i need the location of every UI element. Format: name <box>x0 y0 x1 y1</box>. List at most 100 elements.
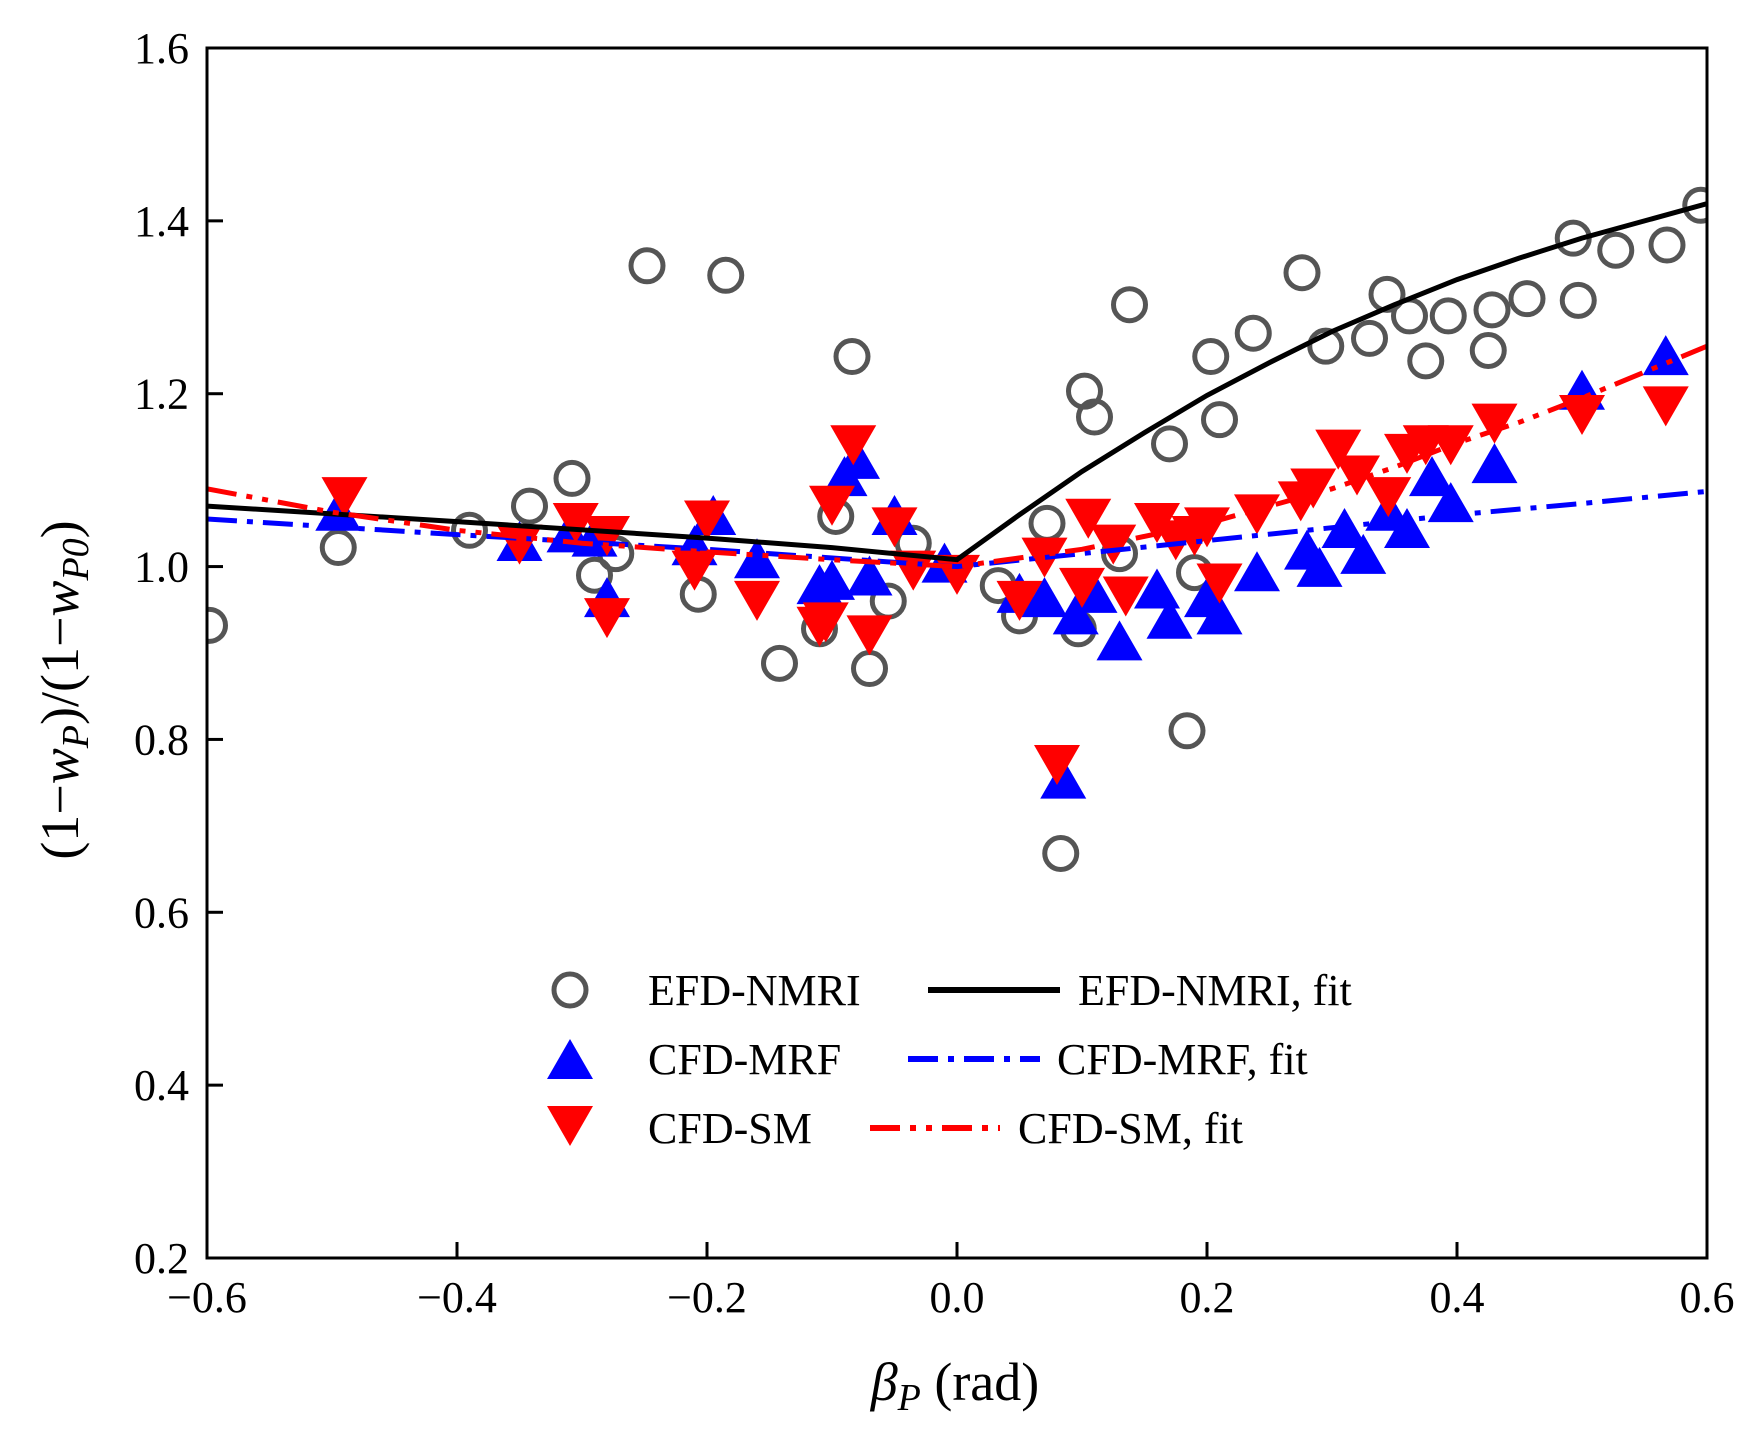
efd-nmri-point <box>1473 291 1511 329</box>
cfd-mrf-point <box>834 438 880 479</box>
x-tick-label: −0.6 <box>167 1273 247 1322</box>
cfd-mrf-point <box>1340 533 1387 574</box>
legend-label-mrf-fit: CFD-MRF, fit <box>1057 1035 1308 1084</box>
y-axis-title-part2: )/(1− <box>30 617 90 725</box>
legend-marker-efd <box>551 971 589 1009</box>
efd-nmri-point <box>576 556 613 594</box>
efd-nmri-point <box>1201 401 1238 439</box>
cfd-mrf-point <box>1296 546 1343 587</box>
legend-row-efd: EFD-NMRI EFD-NMRI, fit <box>551 966 1352 1015</box>
cfd-sm-point <box>552 503 599 544</box>
plot-frame <box>205 46 1709 1260</box>
efd-nmri-point <box>851 650 888 688</box>
efd-nmri-point <box>1508 280 1546 318</box>
efd-nmri-point <box>1307 327 1345 365</box>
cfd-sm-point <box>1315 429 1362 470</box>
cfd-mrf-point <box>1052 594 1099 635</box>
x-axis-title-symbol: β <box>870 1352 898 1412</box>
efd-nmri-fit-line <box>207 201 1707 563</box>
cfd-sm-point <box>1021 537 1068 578</box>
efd-nmri-point <box>1429 297 1467 335</box>
efd-nmri-point <box>319 529 357 567</box>
y-axis-title-part3: ) <box>30 520 90 538</box>
x-tick-label: 0.6 <box>1680 1273 1735 1322</box>
y-axis-title-w1: w <box>30 748 90 784</box>
efd-nmri-point <box>1168 712 1206 750</box>
efd-nmri-point <box>1151 425 1188 463</box>
y-tick-label: 1.2 <box>134 370 189 419</box>
x-tick-label: 0.4 <box>1430 1273 1485 1322</box>
legend-row-sm: CFD-SM CFD-SM, fit <box>547 1104 1243 1153</box>
cfd-mrf-point <box>1196 594 1243 635</box>
cfd-sm-point <box>734 580 780 621</box>
cfd-mrf-point <box>1642 335 1689 376</box>
cfd-sm-point <box>584 598 630 639</box>
cfd-mrf-fit-line <box>207 488 1707 570</box>
legend-label-efd: EFD-NMRI <box>648 966 861 1015</box>
x-tick-label: −0.4 <box>417 1273 497 1322</box>
legend-label-efd-fit: EFD-NMRI, fit <box>1078 966 1352 1015</box>
efd-nmri-point <box>1648 226 1686 264</box>
efd-nmri-point <box>1407 342 1445 380</box>
cfd-sm-point <box>1642 386 1689 427</box>
cfd-mrf-point <box>846 555 893 596</box>
cfd-mrf-point <box>1409 456 1455 497</box>
cfd-sm-point <box>846 615 893 656</box>
y-tick-label: 1.0 <box>134 543 189 592</box>
efd-nmri-point <box>833 338 871 376</box>
legend-marker-mrf <box>547 1039 593 1079</box>
data-layer <box>207 186 1707 873</box>
plot-area <box>207 186 1707 873</box>
y-tick-label: 1.6 <box>134 24 189 73</box>
legend-row-mrf: CFD-MRF CFD-MRF, fit <box>547 1035 1308 1084</box>
y-axis-title-w2: w <box>30 581 90 617</box>
efd-nmri-point <box>1111 286 1148 324</box>
cfd-mrf-point <box>1146 598 1193 639</box>
cfd-sm-point <box>1365 477 1412 518</box>
cfd-sm-point <box>802 602 849 643</box>
ticks-layer: −0.6 −0.4 −0.2 0.0 0.2 0.4 0.6 0.2 0.4 0.6 0.8 1.0 1… <box>134 24 1735 1322</box>
efd-nmri-point <box>1076 398 1113 436</box>
x-axis-title: βP (rad) <box>870 1352 1040 1419</box>
cfd-sm-point <box>1184 507 1230 548</box>
cfd-sm-point <box>871 507 918 548</box>
cfd-sm-point <box>996 580 1043 621</box>
y-tick-label: 0.4 <box>134 1061 189 1110</box>
cfd-mrf-point <box>1021 577 1068 618</box>
efd-nmri-point <box>761 644 798 682</box>
efd-nmri-point <box>1234 314 1272 352</box>
cfd-sm-point <box>830 425 877 466</box>
efd-nmri-point <box>1283 254 1321 292</box>
efd-nmri-point <box>451 511 488 549</box>
cfd-mrf-point <box>1234 551 1280 592</box>
cfd-sm-point <box>1471 403 1518 444</box>
cfd-mrf-point <box>1096 620 1143 661</box>
cfd-sm-point <box>1234 494 1280 535</box>
cfd-sm-fit-line <box>207 343 1707 570</box>
cfd-mrf-point <box>1040 758 1087 799</box>
cfd-sm-point <box>1334 455 1380 496</box>
cfd-sm-point <box>1196 563 1243 604</box>
cfd-mrf-point <box>1471 443 1518 484</box>
cfd-sm-point <box>1090 524 1137 565</box>
y-axis-title-sub1: P <box>55 725 97 749</box>
cfd-mrf-point <box>1384 508 1430 548</box>
x-tick-label: 0.0 <box>930 1273 985 1322</box>
cfd-mrf-point <box>809 559 855 600</box>
efd-nmri-point <box>1597 231 1635 269</box>
y-tick-label: 0.6 <box>134 888 189 937</box>
cfd-mrf-point <box>734 538 780 579</box>
cfd-sm-point <box>1102 576 1149 617</box>
cfd-mrf-point <box>1134 568 1180 609</box>
efd-nmri-point <box>553 459 591 497</box>
legend-label-mrf: CFD-MRF <box>648 1035 841 1084</box>
efd-nmri-point <box>207 606 228 644</box>
y-axis-title-part1: (1− <box>30 784 90 859</box>
legend-marker-sm <box>547 1106 593 1146</box>
efd-nmri-point <box>1469 332 1507 369</box>
cfd-sm-point <box>584 516 630 556</box>
x-axis-title-subscript: P <box>897 1377 921 1419</box>
cfd-sm-point <box>1059 567 1105 608</box>
y-tick-label: 0.8 <box>134 715 189 764</box>
